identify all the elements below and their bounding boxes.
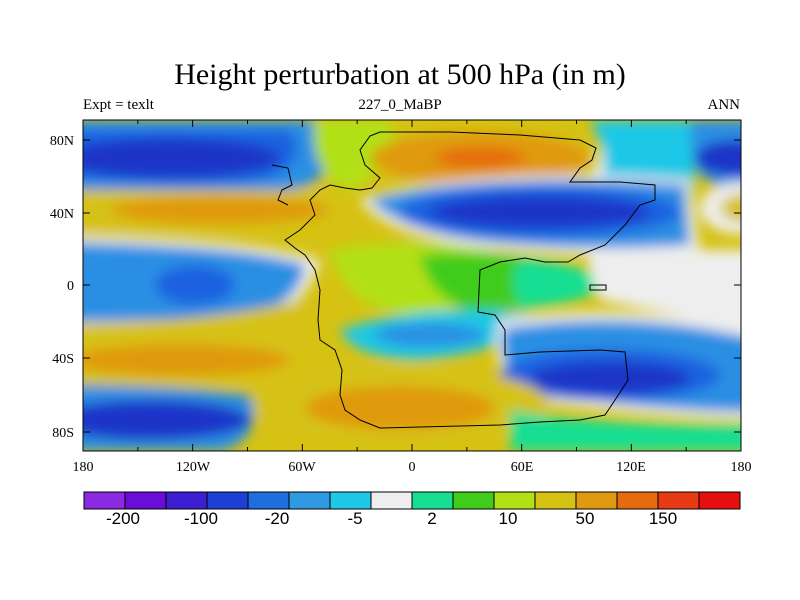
colorbar-box xyxy=(411,491,454,510)
low-center-north-right xyxy=(695,140,741,176)
low-center-south-center xyxy=(375,323,485,347)
colorbar xyxy=(83,491,741,510)
colorbar-label: 2 xyxy=(427,509,436,528)
season-label: ANN xyxy=(707,97,741,113)
colorbar-labels: -200 -100 -20 -5 2 10 50 150 xyxy=(106,509,677,528)
axis-ticks xyxy=(82,120,742,451)
lon-tick-label: 60W xyxy=(288,460,316,475)
colorbar-label: 150 xyxy=(649,509,677,528)
colorbar-box xyxy=(124,491,167,510)
lon-tick-label: 60E xyxy=(511,460,534,475)
colorbar-box xyxy=(698,491,741,510)
lon-tick-label: 0 xyxy=(409,460,416,475)
lon-tick-label: 180 xyxy=(731,460,752,475)
colorbar-box xyxy=(657,491,700,510)
teal-region-equator xyxy=(513,258,610,308)
lat-tick-label: 0 xyxy=(67,279,74,294)
low-core-40s-east xyxy=(530,362,690,394)
colorbar-box xyxy=(370,491,413,510)
longitude-axis: 180 120W 60W 0 60E 120E 180 xyxy=(73,460,752,475)
high-center-40s-west xyxy=(83,344,290,376)
colorbar-label: 10 xyxy=(499,509,518,528)
colorbar-box xyxy=(452,491,495,510)
high-core-40n-right xyxy=(720,194,741,222)
colorbar-box xyxy=(616,491,659,510)
colorbar-box xyxy=(493,491,536,510)
colorbar-box xyxy=(165,491,208,510)
lon-tick-label: 120W xyxy=(176,460,211,475)
high-center-40n-west xyxy=(110,196,330,224)
low-center-south-west xyxy=(83,400,250,440)
plot-title: Height perturbation at 500 hPa (in m) xyxy=(174,58,626,91)
colorbar-box xyxy=(288,491,331,510)
colorbar-label: -100 xyxy=(184,509,218,528)
colorbar-label: -5 xyxy=(347,509,362,528)
colorbar-box xyxy=(247,491,290,510)
low-core-40n-east xyxy=(430,196,650,228)
experiment-label: Expt = texlt xyxy=(83,97,154,113)
island-outline xyxy=(589,284,607,291)
landmass-outline-west xyxy=(271,164,293,206)
low-center-equator-west xyxy=(155,265,235,305)
high-peak-north-asia xyxy=(435,148,525,168)
colorbar-box xyxy=(575,491,618,510)
period-label: 227_0_MaBP xyxy=(358,97,442,113)
colorbar-label: 50 xyxy=(576,509,595,528)
colorbar-box xyxy=(83,491,126,510)
lat-tick-label: 80S xyxy=(52,426,74,441)
low-center-north-pacific xyxy=(83,138,280,178)
landmass-outline-north xyxy=(284,131,656,429)
continent-outlines xyxy=(271,131,656,429)
colorbar-box xyxy=(534,491,577,510)
lat-tick-label: 80N xyxy=(50,134,74,149)
white-region-equator-east xyxy=(588,250,741,327)
colorbar-label: -200 xyxy=(106,509,140,528)
colorbar-box xyxy=(206,491,249,510)
lat-tick-label: 40N xyxy=(50,207,74,222)
contour-field xyxy=(83,120,741,451)
lat-tick-label: 40S xyxy=(52,352,74,367)
high-peak-south-polar xyxy=(305,386,495,430)
lon-tick-label: 180 xyxy=(73,460,94,475)
latitude-axis: 80N 40N 0 40S 80S xyxy=(50,134,74,441)
colorbar-box xyxy=(329,491,372,510)
colorbar-label: -20 xyxy=(265,509,290,528)
lon-tick-label: 120E xyxy=(616,460,646,475)
